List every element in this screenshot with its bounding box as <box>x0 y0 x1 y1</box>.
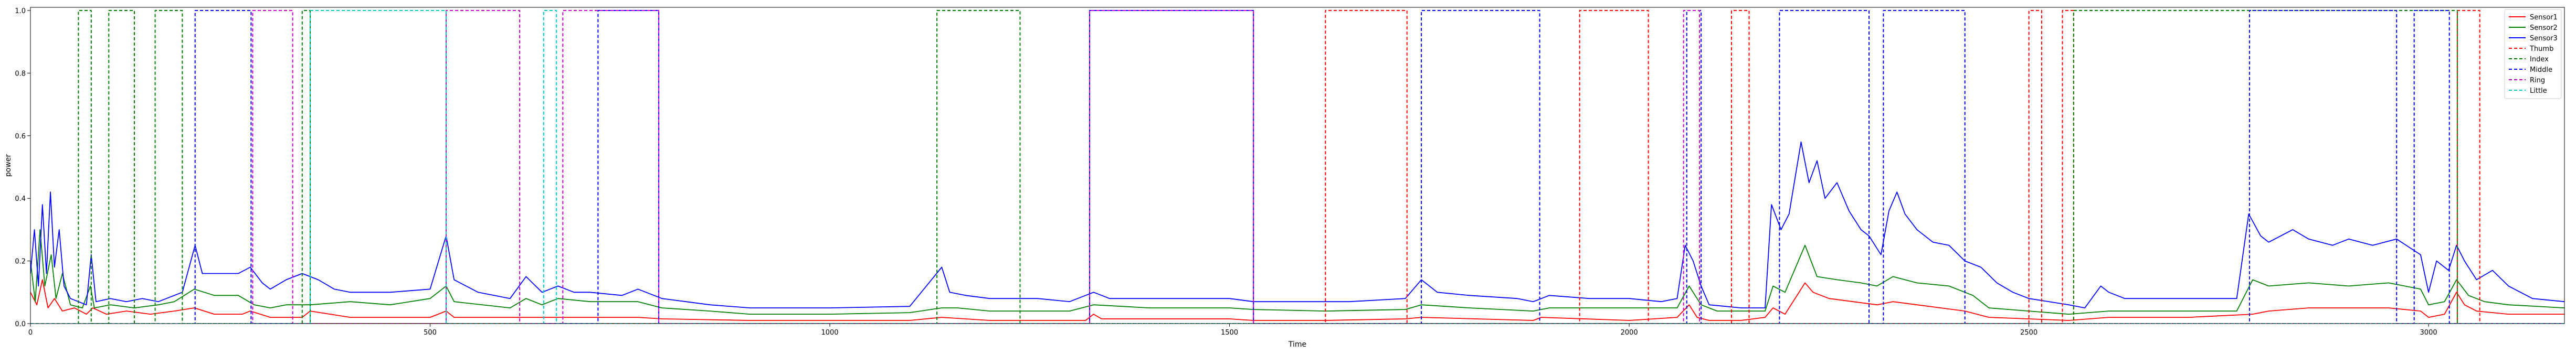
series-line-sensor2 <box>30 229 2564 315</box>
legend-entry-sensor1: Sensor1 <box>2530 14 2558 22</box>
x-tick-label: 1000 <box>821 329 838 337</box>
y-tick-label: 0.8 <box>15 70 26 78</box>
y-tick-label: 0.2 <box>15 258 26 266</box>
x-tick-label: 0 <box>28 329 33 337</box>
series-line-ring <box>30 10 2564 324</box>
legend-entry-little: Little <box>2530 87 2547 95</box>
x-tick-label: 2500 <box>2020 329 2037 337</box>
series-line-little <box>30 10 2564 324</box>
legend-entry-middle: Middle <box>2530 66 2552 74</box>
y-tick-label: 0.4 <box>15 195 26 203</box>
x-tick-label: 2000 <box>1621 329 1638 337</box>
legend: Sensor1 Sensor2 Sensor3 Thumb Index Middle Rin… <box>2504 9 2562 99</box>
y-axis-label: power <box>4 154 13 177</box>
y-tick-label: 0.0 <box>15 320 26 328</box>
legend-entry-index: Index <box>2530 56 2549 63</box>
legend-entry-sensor3: Sensor3 <box>2530 35 2558 42</box>
y-tick-label: 1.0 <box>15 7 26 15</box>
series-layer <box>30 10 2564 324</box>
legend-entry-ring: Ring <box>2530 77 2545 84</box>
legend-box <box>2504 9 2562 99</box>
y-tick-label: 0.6 <box>15 133 26 141</box>
x-tick-label: 3000 <box>2420 329 2437 337</box>
x-axis-label: Time <box>1288 340 1306 349</box>
legend-entry-thumb: Thumb <box>2529 45 2553 53</box>
x-tick-label: 500 <box>424 329 437 337</box>
x-tick-label: 1500 <box>1221 329 1238 337</box>
legend-entry-sensor2: Sensor2 <box>2530 24 2558 32</box>
ticks-layer: 0 500 1000 1500 2000 2500 3000 0.0 0.2 0.4 0.6 0.8 1… <box>15 7 2437 337</box>
axes-frame <box>30 7 2565 324</box>
